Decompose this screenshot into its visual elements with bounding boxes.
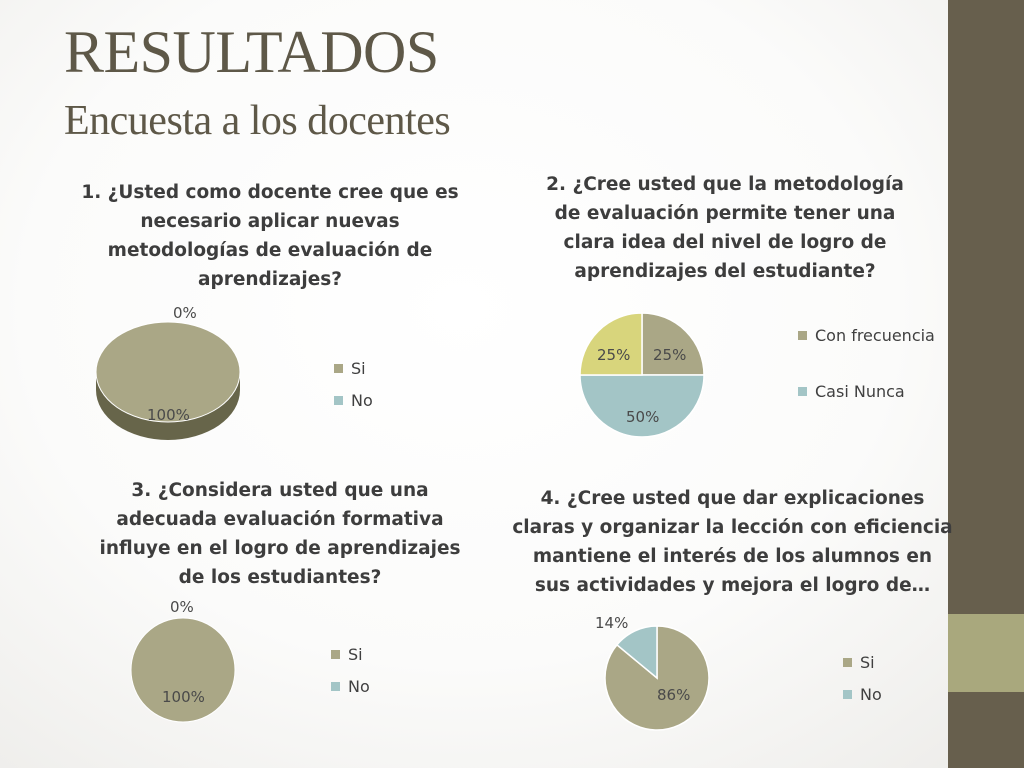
chart-3-title-line: de los estudiantes? [178,567,382,588]
chart-4-pie [604,625,710,731]
legend-item: Si [331,644,370,664]
chart-2-pie [579,312,705,438]
chart-4-data-label-si: 86% [657,686,691,704]
chart-2-title-line: 2. ¿Cree usted que la metodología [546,174,904,195]
chart-2-title-line: de evaluación permite tener una [554,203,896,224]
slide-title: RESULTADOS [64,19,439,85]
legend-item: No [331,676,370,696]
chart-1-title: 1. ¿Usted como docente cree que es neces… [60,178,480,294]
legend-item: Con frecuencia [798,325,935,345]
chart-2-title-line: aprendizajes del estudiante? [574,261,876,282]
chart-4-data-label-no: 14% [595,614,629,632]
chart-3-title-line: influye en el logro de aprendizajes [99,538,461,559]
legend-label: Si [860,652,875,672]
chart-1-title-line: necesario aplicar nuevas [140,211,400,232]
chart-4-title-line: claras y organizar la lección con eficie… [512,517,953,538]
legend-label: No [860,684,882,704]
legend-label: Si [348,644,363,664]
chart-4-slice-2 [615,625,658,680]
chart-2-data-label-slice-1: 25% [653,346,687,364]
legend-swatch [331,649,340,659]
legend-swatch [334,363,343,373]
legend-label: Con frecuencia [815,325,935,345]
chart-2-title: 2. ¿Cree usted que la metodología de eva… [520,170,930,286]
chart-2-legend: Con frecuencia Casi Nunca [798,325,935,413]
legend-label: No [348,676,370,696]
slide-subtitle: Encuesta a los docentes [64,98,451,144]
legend-label: Si [351,358,366,378]
legend-label: No [351,390,373,410]
chart-1-data-label-si: 100% [147,406,190,424]
chart-2-slice-1 [641,312,705,376]
chart-3-title-line: 3. ¿Considera usted que una [131,480,429,501]
chart-1-pie-depth [96,372,240,440]
chart-4-legend: Si No [843,652,882,716]
legend-item: Si [334,358,373,378]
legend-swatch [331,681,340,691]
legend-swatch [843,657,852,667]
chart-2-data-label-slice-2: 50% [626,408,660,426]
legend-label: Casi Nunca [815,381,905,401]
chart-3-legend: Si No [331,644,370,708]
legend-swatch [798,386,807,396]
chart-3-title: 3. ¿Considera usted que una adecuada eva… [70,476,490,592]
legend-swatch [334,395,343,405]
chart-1-title-line: 1. ¿Usted como docente cree que es [81,182,459,203]
legend-item: No [334,390,373,410]
chart-3-slice-1 [130,617,236,723]
chart-4-slice-1 [604,625,710,731]
legend-item: Si [843,652,882,672]
legend-item: Casi Nunca [798,381,935,401]
chart-4-title-line: mantiene el interés de los alumnos en [532,546,933,567]
chart-3-pie [130,617,236,723]
chart-4-title: 4. ¿Cree usted que dar explicaciones cla… [500,484,965,600]
chart-1-title-line: metodologías de evaluación de [107,240,433,261]
chart-2-slice-2 [579,374,705,438]
legend-swatch [798,330,807,340]
chart-1-title-line: aprendizajes? [197,269,343,290]
chart-1-legend: Si No [334,358,373,422]
sidebar-accent-block [948,614,1024,692]
chart-2-data-label-slice-3: 25% [597,346,631,364]
chart-3-title-line: adecuada evaluación formativa [116,509,444,530]
legend-swatch [843,689,852,699]
chart-1-slice-1 [95,321,241,423]
chart-3-data-label-si: 100% [162,688,205,706]
chart-2-slice-3 [579,312,643,376]
chart-4-title-line: 4. ¿Cree usted que dar explicaciones [540,488,925,509]
chart-2-title-line: clara idea del nivel de logro de [563,232,887,253]
chart-3-data-label-no: 0% [170,598,194,616]
chart-1-data-label-no: 0% [173,304,197,322]
chart-1-pie [95,321,241,440]
chart-4-title-line: sus actividades y mejora el logro de… [534,575,931,596]
legend-item: No [843,684,882,704]
